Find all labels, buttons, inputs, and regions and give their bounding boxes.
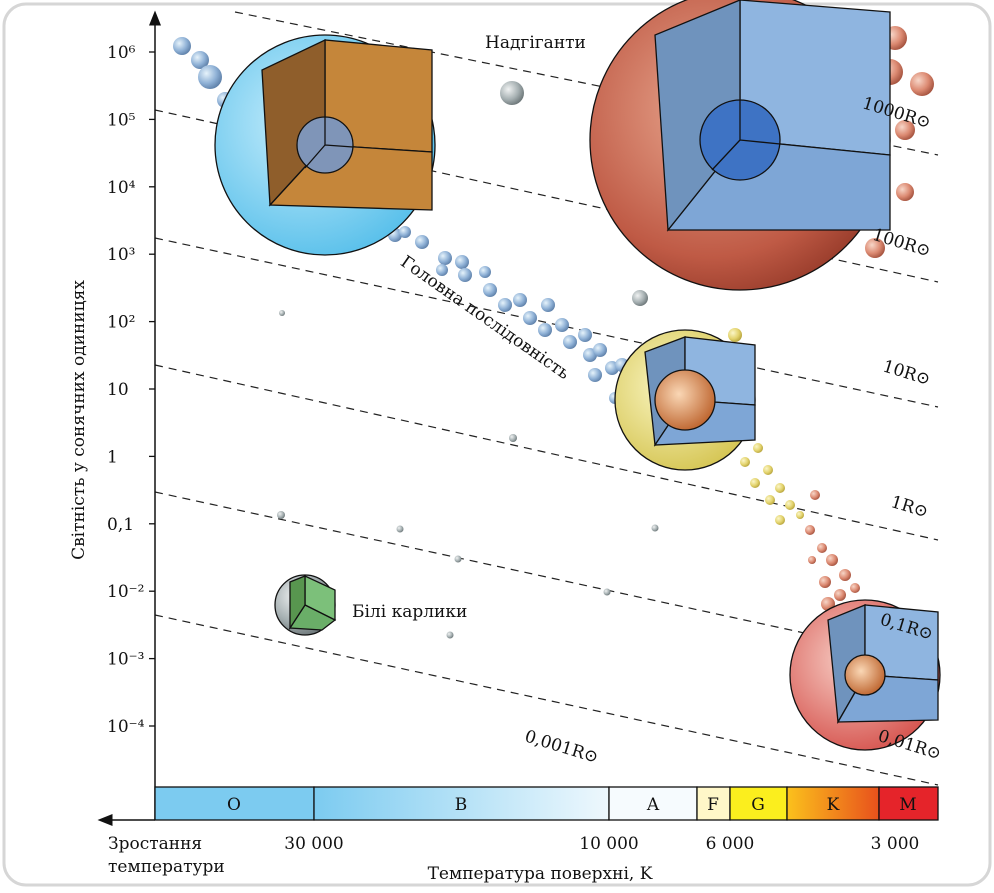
red-dwarf xyxy=(789,599,941,751)
spectral-class: O xyxy=(227,795,241,815)
region-label: Білі карлики xyxy=(352,602,467,622)
x-tick-label: 6 000 xyxy=(706,834,755,854)
x-tick-label: 30 000 xyxy=(284,834,343,854)
y-tick-label: 1 xyxy=(107,447,118,467)
supergiant xyxy=(589,0,891,291)
y-tick-label: 10⁻³ xyxy=(107,650,144,670)
y-tick-label: 10 xyxy=(107,380,129,400)
y-tick-label: 10⁻² xyxy=(107,582,144,602)
spectral-class: F xyxy=(707,795,719,815)
y-tick-label: 10³ xyxy=(107,245,135,265)
y-tick-label: 10⁵ xyxy=(107,110,136,130)
x-tick-label: 3 000 xyxy=(871,834,920,854)
white-dwarf xyxy=(274,574,337,636)
y-axis-label: Світність у сонячних одиницях xyxy=(69,280,89,560)
y-tick-label: 0,1 xyxy=(107,515,134,535)
x-tick-label: 10 000 xyxy=(579,834,638,854)
main-sequence-stars xyxy=(173,37,860,611)
spectral-class: B xyxy=(455,795,468,815)
sun-like-star xyxy=(614,329,756,471)
y-tick-label: 10⁶ xyxy=(107,43,136,63)
y-tick-label: 10² xyxy=(107,313,135,333)
spectral-bar xyxy=(154,786,939,821)
direction-label: температури xyxy=(108,857,225,877)
y-tick-label: 10⁻⁴ xyxy=(107,717,145,737)
region-label: Надгіганти xyxy=(485,33,586,53)
spectral-class: K xyxy=(827,795,840,815)
spectral-class: A xyxy=(646,795,660,815)
direction-label: Зростання xyxy=(108,834,202,854)
x-axis-label: Температура поверхні, K xyxy=(428,864,653,884)
blue-giant xyxy=(214,34,436,256)
spectral-class: M xyxy=(899,795,916,815)
spectral-class: G xyxy=(751,795,765,815)
y-tick-label: 10⁴ xyxy=(107,178,136,198)
